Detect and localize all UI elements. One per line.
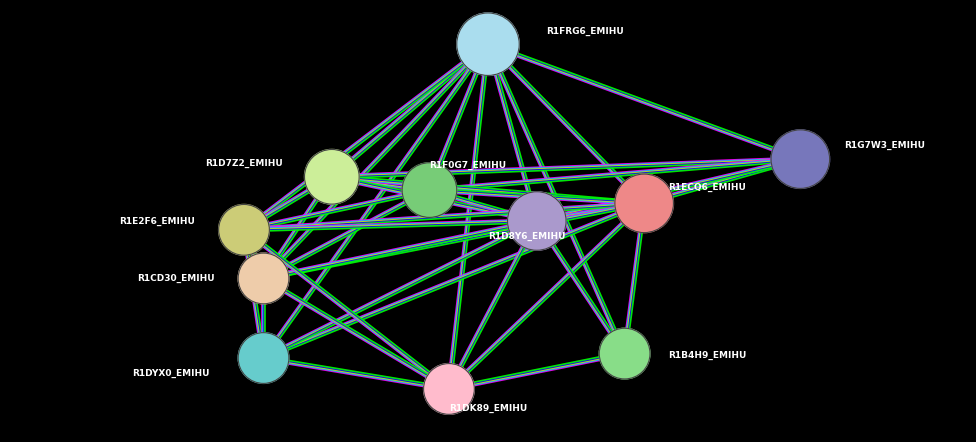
Ellipse shape — [771, 130, 830, 188]
Text: R1B4H9_EMIHU: R1B4H9_EMIHU — [669, 351, 747, 360]
Ellipse shape — [305, 149, 359, 204]
Text: R1DYX0_EMIHU: R1DYX0_EMIHU — [133, 369, 210, 378]
Text: R1DK89_EMIHU: R1DK89_EMIHU — [449, 404, 527, 413]
Text: R1CD30_EMIHU: R1CD30_EMIHU — [137, 274, 215, 283]
Text: R1D7Z2_EMIHU: R1D7Z2_EMIHU — [205, 159, 283, 168]
Ellipse shape — [238, 253, 289, 304]
Text: R1ECQ6_EMIHU: R1ECQ6_EMIHU — [669, 183, 747, 192]
Ellipse shape — [238, 333, 289, 383]
Ellipse shape — [457, 13, 519, 76]
Text: R1F0G7_EMIHU: R1F0G7_EMIHU — [429, 161, 507, 170]
Ellipse shape — [599, 328, 650, 379]
Text: R1FRG6_EMIHU: R1FRG6_EMIHU — [547, 27, 625, 35]
Text: R1E2F6_EMIHU: R1E2F6_EMIHU — [119, 217, 195, 225]
Ellipse shape — [508, 192, 566, 250]
Ellipse shape — [219, 205, 269, 255]
Ellipse shape — [402, 163, 457, 217]
Text: R1D8Y6_EMIHU: R1D8Y6_EMIHU — [488, 232, 565, 241]
Ellipse shape — [615, 174, 673, 232]
Text: R1G7W3_EMIHU: R1G7W3_EMIHU — [844, 141, 925, 150]
Ellipse shape — [424, 364, 474, 414]
